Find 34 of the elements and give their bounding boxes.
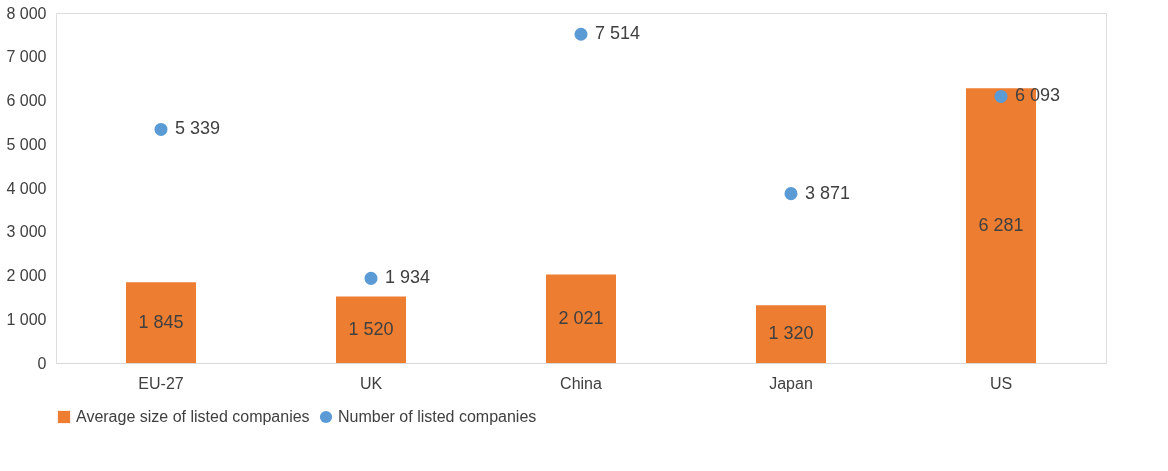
y-tick-label: 5 000 bbox=[6, 135, 47, 153]
data-label: 7 514 bbox=[595, 23, 641, 44]
y-tick-label: 6 000 bbox=[6, 92, 47, 109]
data-label: 2 021 bbox=[558, 307, 604, 328]
x-tick-label: China bbox=[560, 374, 602, 392]
y-tick-label: 7 000 bbox=[6, 48, 47, 66]
y-tick-label: 1 000 bbox=[6, 310, 47, 328]
y-tick-label: 4 000 bbox=[6, 179, 47, 197]
point bbox=[364, 271, 378, 285]
legend-label: Average size of listed companies bbox=[76, 408, 310, 425]
data-label: 3 871 bbox=[805, 182, 851, 203]
point bbox=[574, 27, 588, 41]
data-label: 6 281 bbox=[978, 214, 1024, 235]
data-label: 1 845 bbox=[138, 311, 184, 332]
data-label: 1 934 bbox=[385, 267, 431, 288]
x-tick-label: EU-27 bbox=[138, 374, 184, 392]
bar bbox=[756, 305, 826, 363]
x-tick-label: US bbox=[989, 374, 1013, 392]
point bbox=[784, 187, 798, 201]
point bbox=[154, 122, 168, 136]
data-label: 1 520 bbox=[348, 318, 394, 339]
y-tick-label: 8 000 bbox=[6, 4, 47, 22]
bar bbox=[126, 282, 196, 363]
data-label: 1 320 bbox=[768, 323, 814, 344]
y-tick-label: 0 bbox=[37, 354, 47, 372]
x-tick-label: Japan bbox=[769, 374, 813, 392]
bar bbox=[336, 296, 406, 363]
point bbox=[994, 89, 1008, 103]
data-label: 5 339 bbox=[175, 118, 221, 139]
y-tick-label: 3 000 bbox=[6, 223, 47, 241]
bar bbox=[546, 274, 616, 363]
legend-label: Number of listed companies bbox=[338, 408, 537, 425]
y-tick-label: 2 000 bbox=[6, 267, 47, 284]
x-tick-label: UK bbox=[359, 374, 383, 392]
